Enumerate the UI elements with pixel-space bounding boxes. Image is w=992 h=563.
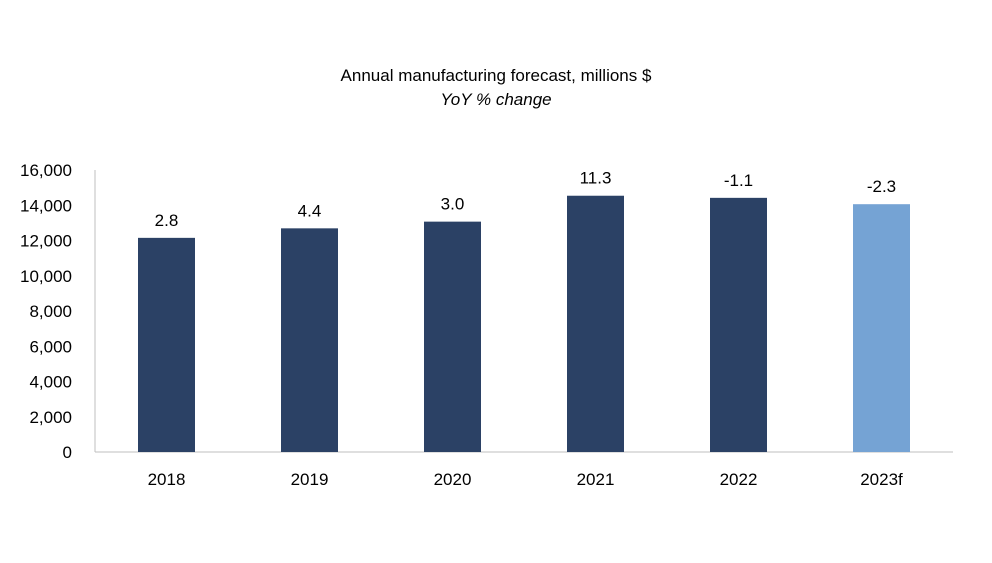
y-tick-label: 10,000	[20, 267, 72, 286]
x-tick-label: 2021	[577, 470, 615, 489]
data-label-2019: 4.4	[298, 201, 322, 220]
bar-2022	[710, 197, 767, 452]
bar-2018	[138, 237, 195, 452]
y-tick-label: 4,000	[29, 373, 72, 392]
data-label-2023f: -2.3	[867, 177, 896, 196]
x-tick-label: 2022	[720, 470, 758, 489]
bar-2023f	[853, 204, 910, 452]
chart-title: Annual manufacturing forecast, millions …	[341, 66, 652, 85]
data-label-2021: 11.3	[580, 169, 612, 188]
data-labels-group: 2.8 4.4 3.0 11.3 -1.1 -2.3	[155, 169, 896, 230]
y-tick-label: 14,000	[20, 196, 72, 215]
y-tick-label: 2,000	[29, 408, 72, 427]
y-tick-label: 8,000	[29, 302, 72, 321]
y-tick-label: 12,000	[20, 232, 72, 251]
data-label-2018: 2.8	[155, 211, 179, 230]
bar-2021	[567, 195, 624, 453]
y-axis-ticks: 0 2,000 4,000 6,000 8,000 10,000 12,000 14,000 1…	[20, 161, 72, 462]
y-tick-label: 6,000	[29, 337, 72, 356]
data-label-2022: -1.1	[724, 171, 753, 190]
x-tick-label: 2020	[434, 470, 472, 489]
y-tick-label: 16,000	[20, 161, 72, 180]
x-tick-label: 2023f	[860, 470, 903, 489]
bar-2020	[424, 221, 481, 452]
bar-2019	[281, 228, 338, 452]
x-axis-ticks: 2018 2019 2020 2021 2022 2023f	[148, 470, 903, 489]
bars-group	[138, 195, 910, 453]
chart-subtitle: YoY % change	[440, 90, 551, 109]
data-label-2020: 3.0	[441, 195, 465, 214]
x-tick-label: 2018	[148, 470, 186, 489]
x-tick-label: 2019	[291, 470, 329, 489]
y-tick-label: 0	[63, 443, 72, 462]
